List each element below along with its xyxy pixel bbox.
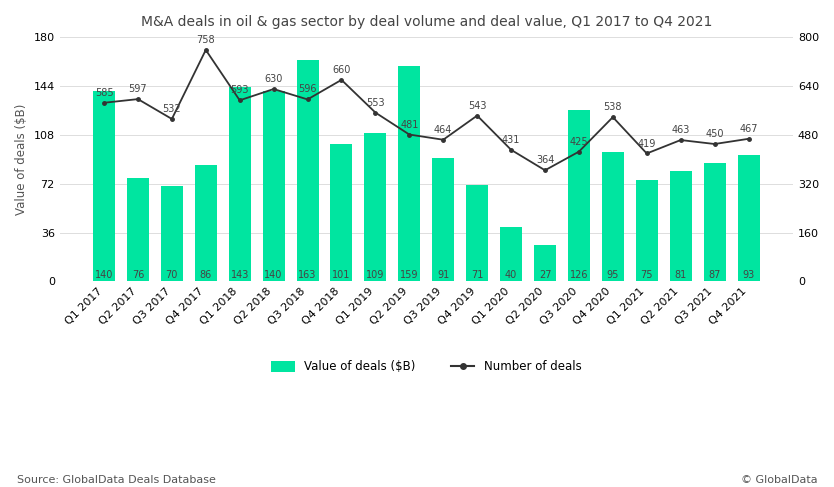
Text: 163: 163 xyxy=(299,270,317,280)
Text: 91: 91 xyxy=(437,270,450,280)
Text: 543: 543 xyxy=(468,101,486,111)
Text: 87: 87 xyxy=(708,270,721,280)
Text: 76: 76 xyxy=(132,270,144,280)
Text: Source: GlobalData Deals Database: Source: GlobalData Deals Database xyxy=(17,474,215,485)
Bar xyxy=(229,87,251,281)
Bar xyxy=(195,165,217,281)
Text: 481: 481 xyxy=(400,120,419,130)
Bar xyxy=(670,171,691,281)
Bar xyxy=(568,111,590,281)
Text: 425: 425 xyxy=(570,137,588,147)
Bar xyxy=(127,178,149,281)
Text: 27: 27 xyxy=(539,270,551,280)
Bar xyxy=(636,180,658,281)
Text: 630: 630 xyxy=(264,74,283,84)
Text: 593: 593 xyxy=(230,85,249,95)
Text: 553: 553 xyxy=(366,97,384,108)
Title: M&A deals in oil & gas sector by deal volume and deal value, Q1 2017 to Q4 2021: M&A deals in oil & gas sector by deal vo… xyxy=(141,15,712,29)
Bar xyxy=(737,155,760,281)
Legend: Value of deals ($B), Number of deals: Value of deals ($B), Number of deals xyxy=(266,356,586,378)
Text: 419: 419 xyxy=(637,138,656,149)
Text: 364: 364 xyxy=(535,155,554,165)
Bar xyxy=(466,185,488,281)
Bar xyxy=(534,245,556,281)
Text: 140: 140 xyxy=(264,270,283,280)
Text: 143: 143 xyxy=(230,270,249,280)
Text: 70: 70 xyxy=(166,270,178,280)
Bar xyxy=(297,60,319,281)
Bar xyxy=(500,227,522,281)
Bar xyxy=(93,92,115,281)
Text: 431: 431 xyxy=(502,135,520,145)
Text: 450: 450 xyxy=(706,129,724,139)
Text: 463: 463 xyxy=(671,125,690,135)
Text: 159: 159 xyxy=(400,270,419,280)
Text: © GlobalData: © GlobalData xyxy=(741,474,817,485)
Text: 464: 464 xyxy=(434,125,452,135)
Text: 93: 93 xyxy=(742,270,755,280)
Text: 101: 101 xyxy=(332,270,350,280)
Text: 109: 109 xyxy=(366,270,384,280)
Text: 596: 596 xyxy=(299,84,317,94)
Y-axis label: Value of deals ($B): Value of deals ($B) xyxy=(15,104,28,215)
Text: 532: 532 xyxy=(163,104,181,114)
Text: 40: 40 xyxy=(505,270,517,280)
Bar xyxy=(330,144,353,281)
Text: 597: 597 xyxy=(128,84,148,94)
Bar xyxy=(602,152,624,281)
Text: 71: 71 xyxy=(471,270,484,280)
Bar xyxy=(161,187,183,281)
Text: 758: 758 xyxy=(197,35,215,45)
Text: 75: 75 xyxy=(641,270,653,280)
Text: 81: 81 xyxy=(675,270,687,280)
Bar xyxy=(399,66,420,281)
Text: 585: 585 xyxy=(95,88,113,98)
Bar xyxy=(432,158,455,281)
Bar xyxy=(263,92,284,281)
Text: 660: 660 xyxy=(332,65,350,75)
Text: 140: 140 xyxy=(95,270,113,280)
Text: 467: 467 xyxy=(739,124,758,134)
Text: 538: 538 xyxy=(604,102,622,112)
Text: 86: 86 xyxy=(199,270,212,280)
Text: 126: 126 xyxy=(570,270,588,280)
Bar xyxy=(704,163,726,281)
Text: 95: 95 xyxy=(606,270,619,280)
Bar xyxy=(364,133,386,281)
